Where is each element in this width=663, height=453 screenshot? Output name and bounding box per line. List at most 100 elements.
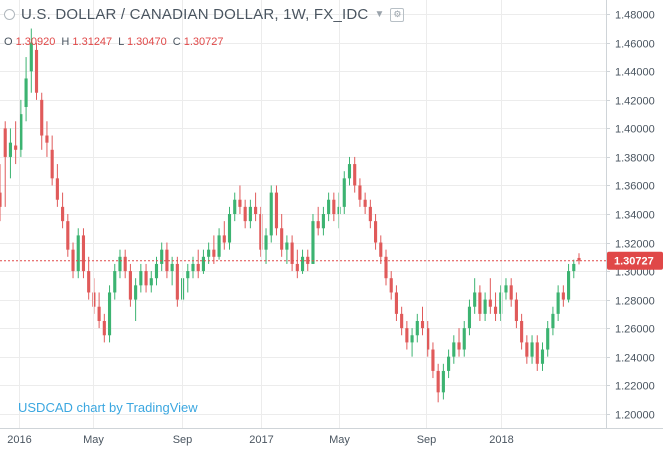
candle-body bbox=[483, 299, 487, 314]
ohlc-high: H 1.31247 bbox=[61, 36, 113, 48]
candle-body bbox=[400, 313, 404, 329]
candle-body bbox=[342, 178, 346, 207]
candle-body bbox=[243, 206, 247, 222]
candle-body bbox=[97, 306, 101, 321]
y-tick-label: 1.24000 bbox=[615, 353, 655, 365]
candle-body bbox=[24, 78, 28, 107]
chart-title[interactable]: U.S. DOLLAR / CANADIAN DOLLAR, 1W, FX_ID… bbox=[21, 6, 369, 23]
candle-body bbox=[368, 206, 372, 222]
candle-body bbox=[540, 349, 545, 364]
y-tick-label: 1.28000 bbox=[615, 296, 655, 308]
candle-body bbox=[436, 370, 440, 393]
candle-body bbox=[29, 42, 33, 72]
candle-body bbox=[441, 370, 445, 393]
candle-body bbox=[426, 328, 430, 350]
candle-body bbox=[285, 242, 289, 250]
y-tick-label: 1.22000 bbox=[615, 381, 655, 393]
ohlc-close: C 1.30727 bbox=[172, 36, 224, 48]
candle-body bbox=[410, 335, 414, 343]
candle-body bbox=[170, 263, 174, 272]
candle-body bbox=[0, 192, 2, 207]
candle-body bbox=[561, 292, 565, 300]
candle-body bbox=[353, 164, 357, 186]
chart-header: U.S. DOLLAR / CANADIAN DOLLAR, 1W, FX_ID… bbox=[4, 6, 405, 23]
gear-icon[interactable]: ⚙ bbox=[390, 7, 405, 22]
candle-body bbox=[525, 342, 529, 357]
last-price-label: 1.30727 bbox=[614, 256, 654, 268]
candle-body bbox=[452, 342, 456, 357]
x-tick-label: Sep bbox=[417, 434, 437, 446]
candle-body bbox=[128, 271, 132, 300]
candle-body bbox=[509, 285, 513, 300]
candle-body bbox=[499, 292, 503, 314]
candle-body bbox=[61, 206, 65, 222]
candle-body bbox=[8, 142, 12, 157]
candle-body bbox=[238, 199, 242, 207]
candle-body bbox=[567, 271, 571, 300]
candle-body bbox=[19, 114, 23, 150]
candle-body bbox=[14, 145, 18, 150]
symbol-status-icon bbox=[4, 9, 15, 20]
candle-body bbox=[311, 221, 315, 264]
candle-body bbox=[3, 128, 7, 157]
candle-body bbox=[379, 242, 383, 257]
candle-body bbox=[358, 185, 362, 200]
candle-body bbox=[217, 235, 221, 257]
candle-body bbox=[347, 164, 352, 179]
candle-body bbox=[551, 313, 555, 329]
candle-body bbox=[389, 278, 393, 293]
candle-body bbox=[577, 257, 581, 261]
y-tick-label: 1.36000 bbox=[615, 181, 655, 193]
candle-body bbox=[107, 292, 112, 336]
candle-body bbox=[488, 299, 492, 307]
y-tick-label: 1.46000 bbox=[615, 39, 655, 51]
candle-body bbox=[259, 214, 263, 250]
candle-body bbox=[76, 235, 80, 272]
candle-body bbox=[66, 221, 70, 250]
candle-body bbox=[374, 221, 378, 243]
candle-body bbox=[248, 206, 252, 222]
candle-body bbox=[420, 321, 425, 329]
candle-body bbox=[144, 271, 148, 286]
candle-body bbox=[34, 49, 39, 93]
y-tick-label: 1.40000 bbox=[615, 124, 655, 136]
candle-body bbox=[394, 292, 398, 314]
candle-body bbox=[81, 235, 86, 272]
candle-body bbox=[514, 299, 518, 321]
tradingview-watermark[interactable]: USDCAD chart by TradingView bbox=[18, 400, 198, 415]
candle-body bbox=[139, 271, 143, 286]
candle-body bbox=[40, 99, 44, 136]
candle-body bbox=[45, 135, 49, 143]
candle-body bbox=[316, 221, 320, 229]
candle-body bbox=[186, 271, 190, 279]
x-tick-label: 2017 bbox=[249, 434, 273, 446]
candle-body bbox=[290, 242, 294, 264]
candle-body bbox=[196, 263, 200, 272]
x-tick-label: May bbox=[329, 434, 350, 446]
candle-body bbox=[201, 256, 205, 272]
candle-body bbox=[175, 263, 179, 300]
candle-body bbox=[447, 356, 451, 371]
candle-body bbox=[530, 342, 534, 357]
y-tick-label: 1.48000 bbox=[615, 10, 655, 22]
candle-body bbox=[160, 249, 164, 264]
chevron-down-icon[interactable]: ▼ bbox=[374, 9, 385, 20]
candle-body bbox=[384, 256, 388, 279]
candle-body bbox=[165, 249, 169, 272]
candle-body bbox=[300, 256, 305, 272]
candle-body bbox=[478, 292, 482, 314]
candle-body bbox=[134, 285, 138, 300]
candle-body bbox=[149, 278, 153, 286]
y-tick-label: 1.34000 bbox=[615, 210, 655, 222]
candle-body bbox=[405, 328, 409, 343]
y-tick-label: 1.32000 bbox=[615, 239, 655, 251]
y-tick-label: 1.20000 bbox=[615, 410, 655, 422]
candle-body bbox=[556, 292, 560, 314]
candle-body bbox=[227, 214, 232, 243]
candle-body bbox=[493, 306, 498, 314]
candle-body bbox=[102, 321, 106, 336]
candle-body bbox=[269, 192, 273, 236]
x-tick-label: Sep bbox=[173, 434, 193, 446]
candle-body bbox=[212, 249, 216, 257]
